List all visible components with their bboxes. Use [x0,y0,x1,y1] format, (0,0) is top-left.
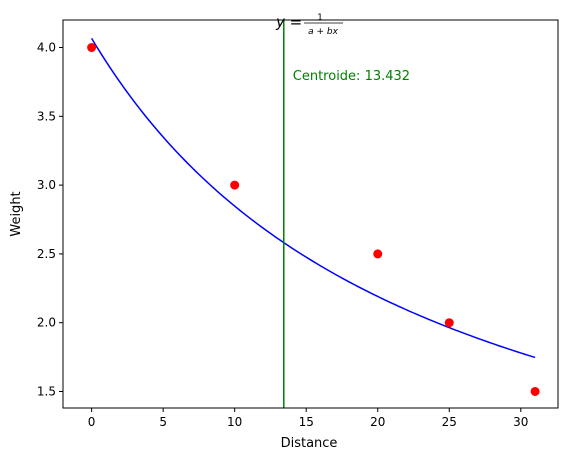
data-point [87,43,97,53]
data-point [530,386,540,396]
x-tick-label: 30 [513,415,528,429]
y-tick-label: 2.5 [37,247,56,261]
title-prefix: y = [275,13,302,31]
y-tick-label: 4.0 [37,41,56,55]
x-tick-label: 25 [442,415,457,429]
plot-frame [62,19,559,409]
data-point [230,180,240,190]
y-tick-label: 2.0 [37,316,56,330]
data-point [373,249,383,259]
centroid-label: Centroide: 13.432 [293,69,410,84]
y-tick-label: 1.5 [37,384,56,398]
data-point [444,318,454,328]
x-tick-label: 5 [159,415,167,429]
x-axis-label: Distance [281,436,338,451]
title-numerator: 1 [317,13,323,23]
x-tick-label: 0 [88,415,96,429]
title-denominator: a + bx [308,27,338,37]
x-tick-label: 15 [299,415,314,429]
y-tick-label: 3.0 [37,178,56,192]
fit-curve [90,37,536,359]
x-tick-label: 20 [370,415,385,429]
chart-title: y = 1 a + bx [275,13,343,37]
x-tick-label: 10 [227,415,242,429]
y-tick-label: 3.5 [37,109,56,123]
y-axis-label: Weight [9,191,24,236]
